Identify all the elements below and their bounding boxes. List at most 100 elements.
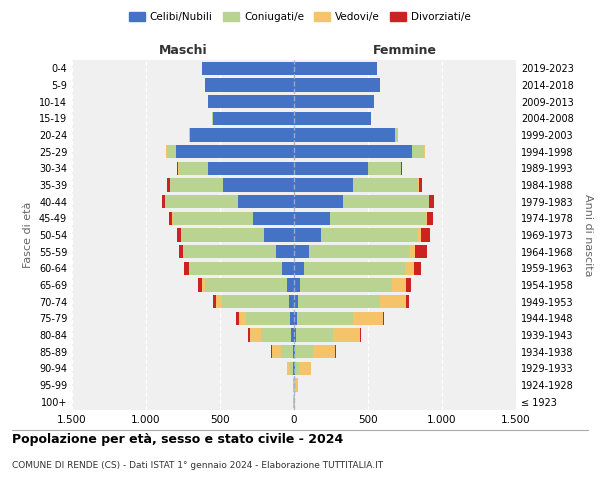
Bar (294, 378, 295, 392)
Bar (335, 345, 336, 358)
Bar (297, 312, 353, 325)
Bar (294, 62, 377, 75)
Bar (290, 362, 293, 375)
Bar (353, 312, 383, 325)
Bar (294, 128, 395, 141)
Bar (353, 178, 418, 192)
Bar (176, 145, 294, 158)
Bar (368, 162, 401, 175)
Bar (222, 295, 289, 308)
Text: COMUNE DI RENDE (CS) - Dati ISTAT 1° gennaio 2024 - Elaborazione TUTTITALIA.IT: COMUNE DI RENDE (CS) - Dati ISTAT 1° gen… (12, 460, 383, 469)
Bar (409, 245, 415, 258)
Bar (190, 262, 282, 275)
Bar (294, 145, 412, 158)
Bar (212, 295, 217, 308)
Bar (202, 278, 205, 291)
Bar (179, 162, 208, 175)
Bar (217, 295, 222, 308)
Bar (167, 178, 170, 192)
Bar (246, 312, 290, 325)
Bar (309, 245, 409, 258)
Bar (294, 112, 371, 125)
Bar (405, 262, 414, 275)
Bar (190, 128, 294, 141)
Bar (282, 262, 294, 275)
Bar (294, 328, 296, 342)
Bar (198, 278, 202, 291)
Bar (170, 178, 223, 192)
Bar (418, 228, 421, 241)
Bar (253, 212, 294, 225)
Bar (392, 278, 406, 291)
Bar (294, 195, 343, 208)
Bar (291, 328, 294, 342)
Bar (295, 345, 313, 358)
Bar (287, 362, 290, 375)
Bar (181, 228, 182, 241)
Bar (281, 345, 293, 358)
Bar (299, 362, 311, 375)
Bar (430, 195, 434, 208)
Text: Popolazione per età, sesso e stato civile - 2024: Popolazione per età, sesso e stato civil… (12, 432, 343, 446)
Bar (287, 278, 294, 291)
Bar (294, 78, 380, 92)
Bar (304, 262, 405, 275)
Bar (395, 128, 398, 141)
Bar (426, 212, 427, 225)
Bar (415, 245, 427, 258)
Bar (298, 295, 380, 308)
Bar (248, 328, 250, 342)
Bar (296, 328, 333, 342)
Bar (202, 62, 294, 75)
Bar (162, 195, 165, 208)
Bar (294, 262, 304, 275)
Bar (238, 195, 294, 208)
Bar (419, 178, 422, 192)
Bar (208, 95, 294, 108)
Bar (294, 212, 329, 225)
Legend: Celibi/Nubili, Coniugati/e, Vedovi/e, Divorziati/e: Celibi/Nubili, Coniugati/e, Vedovi/e, Di… (125, 8, 475, 26)
Bar (383, 312, 384, 325)
Bar (189, 262, 190, 275)
Bar (295, 362, 299, 375)
Bar (300, 278, 392, 291)
Bar (205, 78, 294, 92)
Bar (406, 295, 409, 308)
Bar (333, 328, 360, 342)
Bar (294, 95, 374, 108)
Text: Maschi: Maschi (158, 44, 208, 57)
Bar (360, 328, 361, 342)
Bar (184, 245, 276, 258)
Bar (177, 162, 178, 175)
Bar (182, 228, 265, 241)
Bar (293, 378, 294, 392)
Bar (294, 345, 295, 358)
Bar (179, 245, 183, 258)
Text: Femmine: Femmine (373, 44, 437, 57)
Bar (236, 312, 239, 325)
Bar (427, 212, 433, 225)
Bar (205, 278, 287, 291)
Bar (343, 195, 428, 208)
Bar (414, 262, 421, 275)
Bar (165, 195, 238, 208)
Bar (208, 162, 294, 175)
Bar (177, 228, 181, 241)
Bar (272, 345, 281, 358)
Bar (380, 295, 406, 308)
Y-axis label: Fasce di età: Fasce di età (23, 202, 33, 268)
Bar (271, 345, 272, 358)
Bar (421, 228, 430, 241)
Bar (173, 212, 253, 225)
Bar (167, 145, 176, 158)
Bar (329, 212, 426, 225)
Bar (313, 345, 335, 358)
Bar (295, 378, 298, 392)
Bar (294, 295, 298, 308)
Bar (189, 128, 190, 141)
Bar (169, 212, 172, 225)
Bar (262, 328, 291, 342)
Bar (276, 245, 294, 258)
Bar (294, 312, 297, 325)
Bar (265, 228, 294, 241)
